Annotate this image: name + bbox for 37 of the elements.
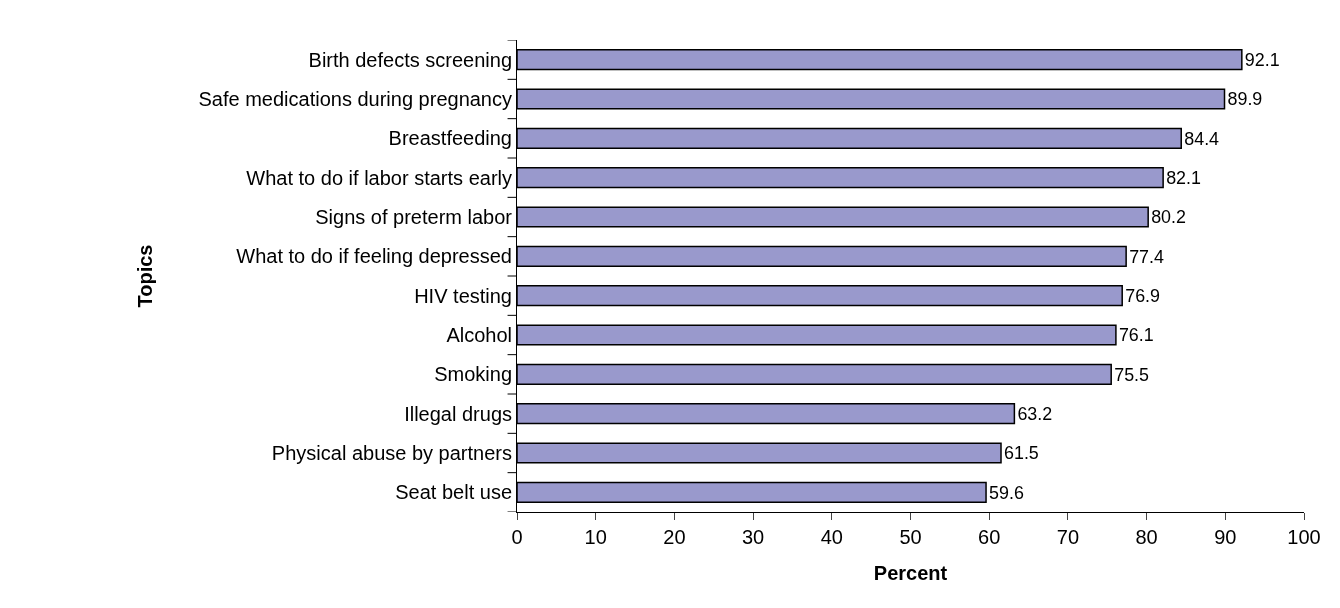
y-axis-title: Topics [133, 244, 156, 308]
data-label: 61.5 [1004, 443, 1039, 464]
x-tick-label: 80 [1135, 526, 1158, 548]
x-tick-label: 50 [899, 526, 922, 548]
x-tick-label: 30 [741, 526, 765, 548]
x-tick-label: 40 [820, 526, 843, 548]
y-tick-label: Signs of preterm labor [315, 206, 513, 228]
x-tick-label: 10 [584, 526, 607, 548]
y-tick-label: Alcohol [446, 324, 512, 346]
data-label: 75.5 [1114, 364, 1150, 385]
x-tick-label: 60 [978, 526, 1001, 548]
y-tick-label: Safe medications during pregnancy [198, 88, 512, 110]
y-tick-label: Breastfeeding [388, 127, 512, 150]
x-tick-label: 90 [1214, 526, 1237, 548]
y-tick-label: Seat belt use [395, 481, 512, 504]
data-label: 76.9 [1125, 285, 1161, 306]
x-tick-label: 100 [1287, 526, 1321, 548]
y-tick-label: HIV testing [414, 284, 512, 307]
x-tick-label: 20 [663, 526, 686, 548]
data-label: 82.1 [1166, 167, 1201, 188]
data-label: 59.6 [989, 482, 1024, 503]
data-label: 80.2 [1151, 207, 1187, 228]
data-label: 77.4 [1129, 246, 1164, 267]
y-tick-label: Birth defects screening [308, 48, 512, 71]
y-tick-label: What to do if feeling depressed [236, 245, 512, 268]
y-tick-label: Physical abuse by partners [271, 442, 512, 464]
data-label: 63.2 [1017, 403, 1053, 424]
x-axis-title: Percent [873, 561, 948, 584]
data-label: 89.9 [1227, 89, 1263, 110]
x-tick-label: 0 [511, 526, 523, 548]
y-tick-label: Smoking [434, 363, 512, 386]
y-tick-label: Illegal drugs [404, 402, 512, 425]
x-tick-label: 70 [1056, 526, 1080, 548]
data-label: 92.1 [1244, 49, 1280, 70]
y-tick-label: What to do if labor starts early [246, 166, 512, 189]
data-label: 76.1 [1118, 325, 1154, 346]
data-label: 84.4 [1184, 128, 1220, 149]
